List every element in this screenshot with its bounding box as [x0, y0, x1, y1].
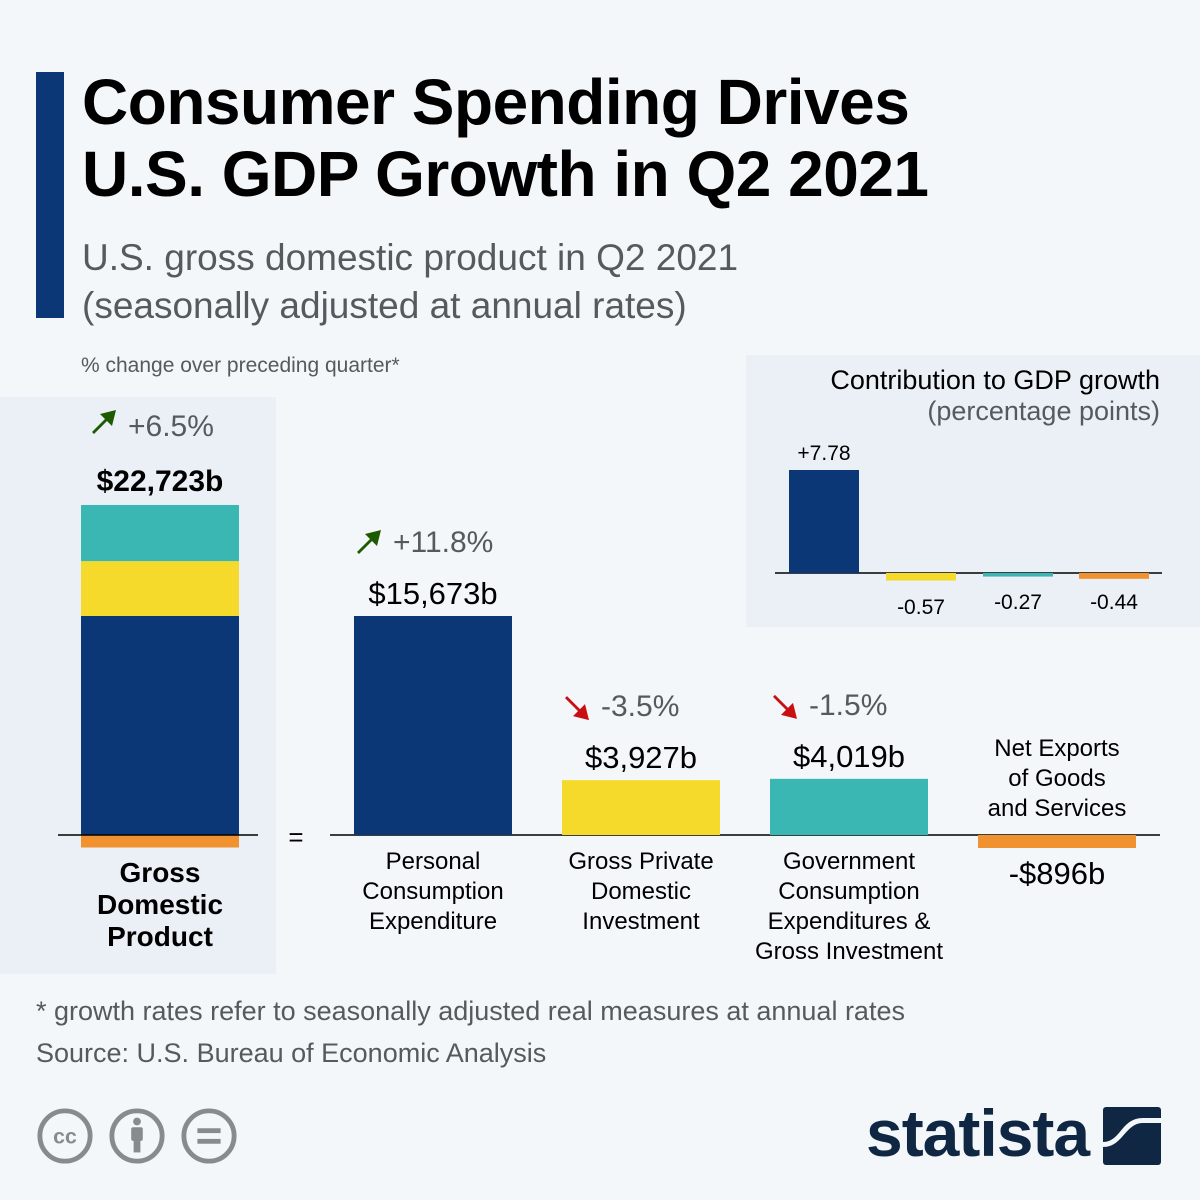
page-title: Consumer Spending Drives U.S. GDP Growth…	[82, 66, 1182, 210]
category-label-net_exports: of Goods	[1008, 765, 1105, 792]
category-label-government: Consumption	[778, 878, 919, 905]
title-line-2: U.S. GDP Growth in Q2 2021	[82, 138, 929, 210]
gdp-trend-up-icon	[92, 410, 116, 434]
inset-bar-net_exports	[1079, 573, 1149, 579]
source: Source: U.S. Bureau of Economic Analysis	[36, 1038, 547, 1068]
svg-text:cc: cc	[53, 1125, 77, 1149]
footnote: * growth rates refer to seasonally adjus…	[36, 996, 905, 1026]
subtitle-line-1: U.S. gross domestic product in Q2 2021	[82, 237, 739, 278]
inset-bar-pce	[789, 470, 859, 573]
inset-bar-government	[983, 573, 1053, 577]
trend-down-icon-shape	[565, 696, 589, 721]
title-line-1: Consumer Spending Drives	[82, 66, 910, 138]
subtitle-line-2: (seasonally adjusted at annual rates)	[82, 285, 687, 326]
trend-up-icon-shape	[357, 530, 381, 554]
gdp-segment-net-exports	[81, 835, 239, 848]
trend-up-icon	[357, 530, 381, 554]
trend-down-icon	[773, 694, 797, 719]
inset-value-pce: +7.78	[797, 442, 850, 465]
category-label-government: Expenditures &	[768, 908, 931, 935]
category-label-pce: Consumption	[362, 878, 503, 905]
cc-icon[interactable]: cc	[36, 1107, 94, 1165]
change-label-government: -1.5%	[809, 689, 887, 722]
gdp-category-label: Gross	[120, 857, 201, 888]
statista-logo[interactable]: statista	[866, 1096, 1162, 1170]
equals-sign: =	[288, 822, 303, 852]
bar-investment	[562, 780, 720, 835]
gdp-category-label: Domestic	[97, 889, 223, 920]
value-label-net_exports: -$896b	[1009, 856, 1106, 891]
license-icons: cc	[36, 1107, 238, 1165]
inset-title: Contribution to GDP growth	[830, 365, 1160, 395]
category-label-government: Government	[783, 848, 915, 875]
inset-bar-investment	[886, 573, 956, 581]
gdp-segment-pce	[81, 616, 239, 835]
brand-name: statista	[866, 1096, 1090, 1170]
category-label-net_exports: and Services	[988, 795, 1127, 822]
bar-government	[770, 778, 928, 835]
statista-mark-icon	[1103, 1107, 1162, 1165]
bar-net_exports	[978, 835, 1136, 848]
category-label-investment: Investment	[582, 908, 700, 935]
title-accent-bar	[36, 72, 64, 318]
gdp-segment-government	[81, 504, 239, 562]
inset-value-investment: -0.57	[897, 596, 945, 619]
bar-pce	[354, 616, 512, 835]
category-label-investment: Gross Private	[568, 848, 713, 875]
value-label-investment: $3,927b	[585, 740, 697, 775]
gdp-segment-investment	[81, 561, 239, 616]
value-label-pce: $15,673b	[368, 576, 497, 611]
trend-down-icon-shape	[773, 694, 797, 719]
gdp-trend-up-icon-shape	[92, 410, 116, 434]
page-subtitle: U.S. gross domestic product in Q2 2021 (…	[82, 234, 1082, 330]
change-label-investment: -3.5%	[601, 690, 679, 723]
value-label-government: $4,019b	[793, 739, 905, 774]
gdp-value-label: $22,723b	[97, 465, 224, 498]
category-label-investment: Domestic	[591, 878, 691, 905]
category-label-government: Gross Investment	[755, 938, 943, 965]
inset-subtitle: (percentage points)	[927, 396, 1160, 426]
no-derivatives-icon[interactable]	[180, 1107, 238, 1165]
gdp-category-label: Product	[107, 921, 213, 952]
gdp-change-label: +6.5%	[128, 410, 214, 443]
change-note: % change over preceding quarter*	[81, 354, 400, 377]
footer-notes: * growth rates refer to seasonally adjus…	[36, 990, 905, 1074]
category-label-net_exports: Net Exports	[994, 735, 1119, 762]
attribution-icon[interactable]	[108, 1107, 166, 1165]
trend-down-icon	[565, 696, 589, 721]
category-label-pce: Expenditure	[369, 908, 497, 935]
inset-value-government: -0.27	[994, 591, 1042, 614]
category-label-pce: Personal	[386, 848, 481, 875]
change-label-pce: +11.8%	[393, 526, 493, 559]
inset-value-net_exports: -0.44	[1090, 591, 1138, 614]
